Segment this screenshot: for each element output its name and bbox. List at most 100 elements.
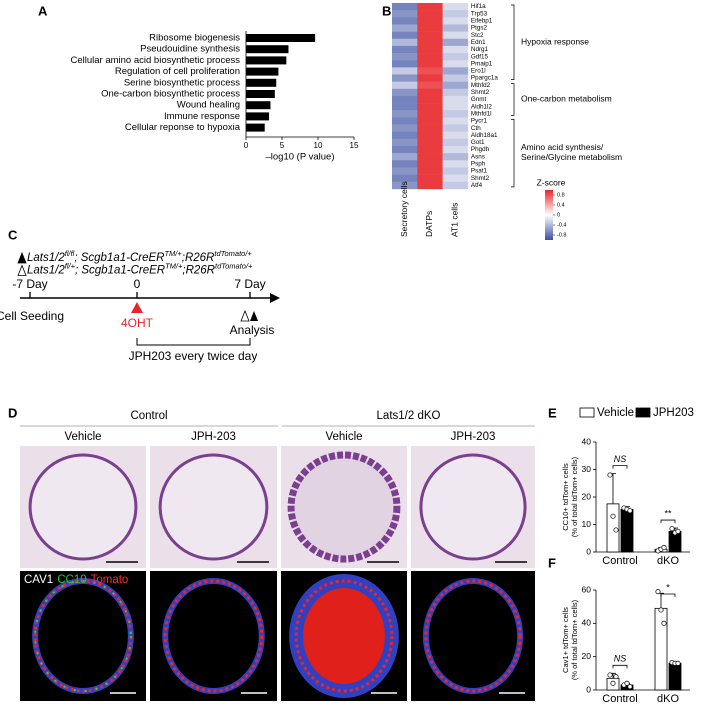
significance-label: NS (614, 454, 627, 464)
data-point (627, 684, 633, 690)
x-tick-label: Control (602, 693, 637, 705)
y-axis-label: Cav1+ tdTom+ cells (561, 607, 570, 673)
heatmap-cell (392, 124, 418, 132)
gene-label: Gnmt (471, 96, 487, 103)
colorbar-tick-label: -0.8 (557, 232, 566, 238)
significance-bracket (612, 664, 628, 669)
significance-label: NS (614, 654, 627, 664)
heatmap-cell (442, 174, 469, 183)
category-label: Serine biosynthetic process (124, 77, 240, 88)
heatmap-cell (417, 146, 443, 154)
genotype: Lats1/2fl/fl; Scgb1a1-CreERTM/+;R26RtdTo… (27, 249, 252, 264)
x-tick-label: Control (602, 555, 637, 567)
y-axis-label: (% of total tdTom+ cells) (570, 599, 579, 680)
y-tick-label: 20 (582, 651, 592, 661)
gene-label: Ppargc1a (471, 75, 498, 82)
heatmap-cell (392, 110, 418, 118)
condition-label: Vehicle (64, 431, 101, 443)
heatmap-cell (392, 74, 418, 82)
legend-label: Vehicle (597, 407, 634, 419)
genotype-part: Lats1/2 (27, 265, 65, 277)
if-tissue-red (424, 579, 522, 693)
heatmap-cell (417, 88, 443, 97)
heatmap-cell (417, 117, 443, 125)
heatmap-cell (442, 3, 469, 11)
x-tick-label: dKO (657, 555, 679, 567)
bar (620, 508, 634, 553)
panel-label: E (548, 405, 557, 420)
panel-label: C (8, 227, 18, 242)
open-triangle (17, 264, 27, 276)
heatmap-cell (417, 67, 443, 75)
y-tick-label: 10 (582, 519, 592, 529)
data-point (607, 472, 613, 478)
heatmap-cell (442, 103, 469, 111)
he-tissue (28, 453, 138, 561)
heatmap-cell (417, 110, 443, 118)
column-label: Secretory cells (399, 181, 409, 237)
significance-bracket (660, 593, 676, 597)
genotype-part: ; Scgb1a1-CreER (74, 252, 164, 264)
heatmap-cell (417, 10, 443, 18)
y-axis-label: (% of total tdTom+ cells) (570, 456, 579, 537)
timeline-label: 7 Day (234, 277, 265, 291)
y-tick-label: 40 (582, 436, 592, 446)
if-image (150, 571, 277, 701)
heatmap-cell (442, 45, 469, 54)
gene-label: Eifebp1 (471, 18, 493, 25)
group-label: Amino acid synthesis/Serine/Glycine meta… (521, 142, 622, 162)
genotype-part: TM/+ (165, 261, 183, 270)
colorbar-tick-label: 0 (557, 212, 560, 218)
gene-label: Mthfd2 (471, 82, 491, 89)
y-tick-label: 20 (582, 491, 592, 501)
gene-label: Psph (471, 161, 486, 168)
group-label: One-carbon metabolism (521, 94, 612, 104)
gene-label: Ptgs2 (471, 25, 488, 32)
heatmap-cell (392, 138, 418, 147)
x-tick-label: 5 (280, 141, 285, 150)
bar (246, 101, 271, 110)
x-tick-label: 0 (244, 141, 249, 150)
heatmap-cell (417, 138, 443, 147)
heatmap-cell (417, 17, 443, 25)
bar (246, 112, 270, 121)
heatmap-cell (442, 153, 469, 161)
gene-label: Psat1 (471, 168, 488, 175)
data-point (661, 545, 667, 551)
heatmap-cell (442, 38, 469, 47)
condition-label: Vehicle (325, 431, 362, 443)
panel-label: A (38, 3, 48, 18)
heatmap-cell (417, 38, 443, 47)
event-label: Cell Seeding (0, 309, 64, 323)
data-point (627, 508, 633, 514)
group-bracket (511, 119, 515, 188)
gene-label: Aldh18a1 (471, 132, 498, 139)
colorbar-tick-label: 0.4 (557, 202, 565, 208)
heatmap-cell (417, 95, 443, 104)
bar (246, 123, 265, 132)
heatmap-cell (442, 81, 469, 90)
legend-swatch (579, 407, 595, 418)
gene-label: Aldh1l2 (471, 103, 493, 110)
data-point (613, 674, 619, 680)
data-point (669, 526, 675, 532)
gene-label: Ndrg1 (471, 46, 489, 53)
timeline-label: 0 (134, 277, 141, 291)
colorbar-tick-label: -0.4 (557, 222, 566, 228)
data-point (610, 680, 616, 686)
he-tissue (158, 453, 269, 561)
gene-label: Stc2 (471, 32, 484, 39)
colorbar-title: Z-score (537, 177, 566, 187)
bar (654, 607, 668, 691)
heatmap-cell (417, 60, 443, 68)
x-axis-label: –log10 (P value) (265, 152, 334, 163)
heatmap-cell (392, 31, 418, 40)
heatmap-cell (417, 167, 443, 175)
heatmap-cell (417, 3, 443, 11)
colorbar (545, 190, 553, 240)
panel-label: B (382, 3, 391, 18)
heatmap-cell (417, 181, 443, 190)
heatmap-cell (392, 24, 418, 32)
if-image (411, 571, 535, 701)
heatmap-cell (442, 138, 469, 147)
